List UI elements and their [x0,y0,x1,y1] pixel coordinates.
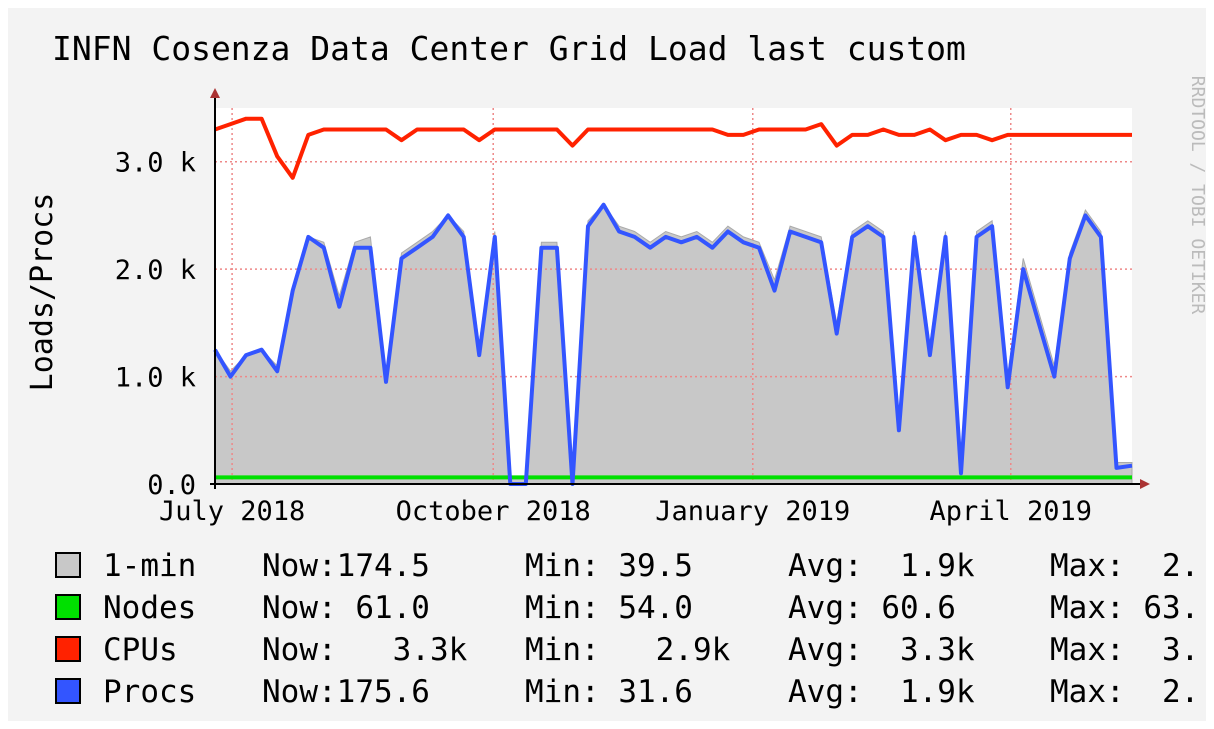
legend-swatch [55,594,81,620]
legend-stat: Max: 63. [1050,590,1199,626]
x-arrow [1140,479,1150,489]
legend-stat: Now: 61.0 [262,590,430,626]
legend-stat: Now:175.6 [262,674,430,710]
y-tick-label: 1.0 k [115,363,196,394]
legend-stat: Max: 3. [1050,632,1199,668]
legend-label: Procs [103,674,196,710]
line [214,116,1132,180]
y-tick-label: 0.0 [147,470,196,501]
x-tick-label: October 2018 [396,496,591,527]
legend-stat: Min: 2.9k [525,632,731,668]
legend-stat: Min: 54.0 [525,590,693,626]
y-tick-label: 3.0 k [115,148,196,179]
page-edge [1206,0,1214,729]
y-tick-label: 2.0 k [115,255,196,286]
legend-swatch [55,552,81,578]
x-tick-label: January 2019 [655,496,850,527]
legend-stat: Max: 2. [1050,548,1199,584]
legend-stat: Now: 3.3k [262,632,468,668]
chart-title: INFN Cosenza Data Center Grid Load last … [52,29,966,68]
line [213,202,1133,486]
legend-label: 1-min [103,548,196,584]
legend-swatch [55,678,81,704]
y-axis-label: Loads/Procs [25,193,60,392]
legend-stat: Min: 39.5 [525,548,693,584]
legend-stat: Avg: 1.9k [788,674,975,710]
legend-stat: Min: 31.6 [525,674,693,710]
legend-stat: Now:174.5 [262,548,430,584]
legend-stat: Max: 2. [1050,674,1199,710]
legend-label: CPUs [103,632,178,668]
watermark: RRDTOOL / TOBI OETIKER [1187,76,1208,315]
legend-stat: Avg: 3.3k [788,632,975,668]
legend-stat: Avg: 60.6 [788,590,956,626]
legend-label: Nodes [103,590,196,626]
legend-swatch [55,636,81,662]
y-arrow [210,88,220,98]
legend-stat: Avg: 1.9k [788,548,975,584]
x-tick-label: July 2018 [159,496,305,527]
x-tick-label: April 2019 [929,496,1092,527]
